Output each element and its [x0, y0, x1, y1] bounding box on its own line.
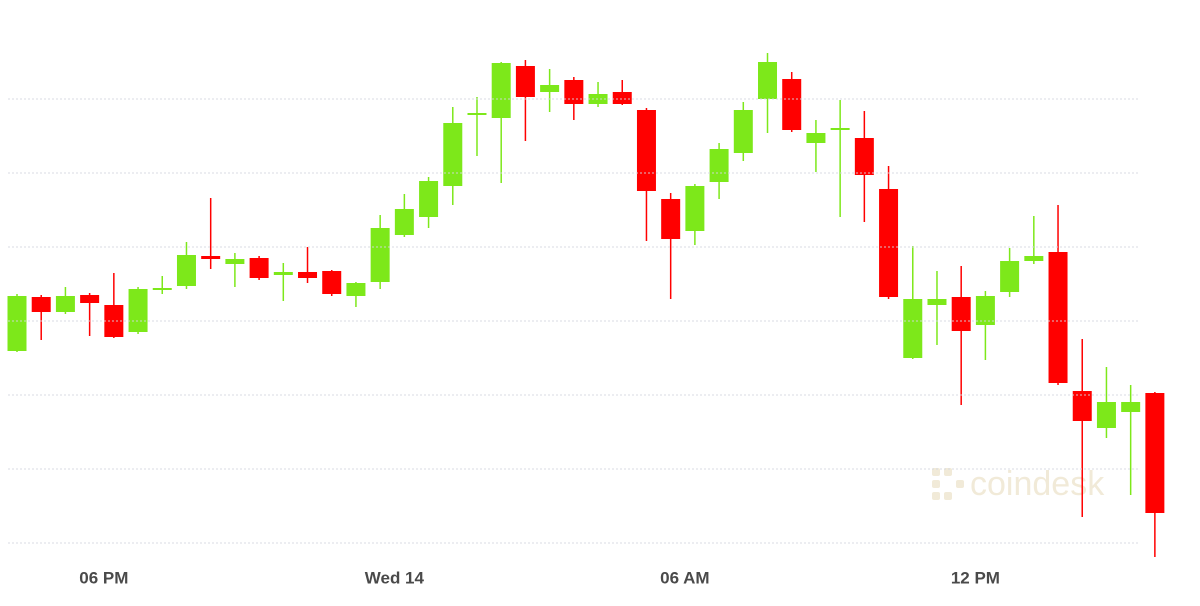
- candle-body: [709, 149, 729, 182]
- x-tick-label: Wed 14: [365, 568, 425, 587]
- candle-body: [55, 296, 75, 312]
- candle-body: [249, 258, 269, 278]
- candle-body: [733, 110, 753, 153]
- candle-body: [31, 297, 51, 312]
- candle-body: [225, 259, 245, 264]
- watermark: coindesk: [970, 465, 1105, 503]
- candle-body: [273, 272, 293, 275]
- candle-body: [1048, 252, 1068, 383]
- candle-body: [758, 62, 778, 99]
- watermark-logo: [932, 468, 964, 500]
- candle-body: [540, 85, 560, 92]
- candle-body: [588, 94, 608, 104]
- candle-body: [806, 133, 826, 143]
- x-tick-label: 06 PM: [79, 568, 128, 587]
- candle-body: [298, 272, 318, 278]
- candle-body: [152, 288, 172, 290]
- candle-body: [370, 228, 390, 282]
- candle-body: [346, 283, 366, 296]
- candle-body: [975, 296, 995, 325]
- candle-body: [1024, 256, 1044, 261]
- candle-body: [1072, 391, 1092, 421]
- candle-body: [854, 138, 874, 175]
- candle-body: [903, 299, 923, 358]
- candle-body: [685, 186, 705, 231]
- candle-body: [782, 79, 802, 130]
- candle-body: [491, 63, 511, 118]
- candle-body: [7, 296, 27, 351]
- candle-body: [1121, 402, 1141, 412]
- candle-body: [80, 295, 100, 303]
- candle-body: [830, 128, 850, 130]
- candle-body: [394, 209, 414, 235]
- candle-body: [661, 199, 681, 239]
- candle-body: [443, 123, 463, 186]
- candle-body: [564, 80, 584, 104]
- x-tick-label: 06 AM: [660, 568, 709, 587]
- candle-body: [467, 113, 487, 115]
- candle-body: [612, 92, 632, 104]
- candle-body: [1096, 402, 1116, 428]
- candle-body: [879, 189, 899, 297]
- x-tick-label: 12 PM: [951, 568, 1000, 587]
- candle-body: [636, 110, 656, 191]
- candle-body: [927, 299, 947, 305]
- candle-body: [201, 256, 221, 259]
- candle-body: [128, 289, 148, 332]
- candle-body: [419, 181, 439, 217]
- candle-body: [951, 297, 971, 331]
- candle-body: [515, 66, 535, 97]
- candle-body: [322, 271, 342, 294]
- candle-body: [176, 255, 196, 286]
- candle-body: [1145, 393, 1165, 513]
- candle-body: [1000, 261, 1020, 292]
